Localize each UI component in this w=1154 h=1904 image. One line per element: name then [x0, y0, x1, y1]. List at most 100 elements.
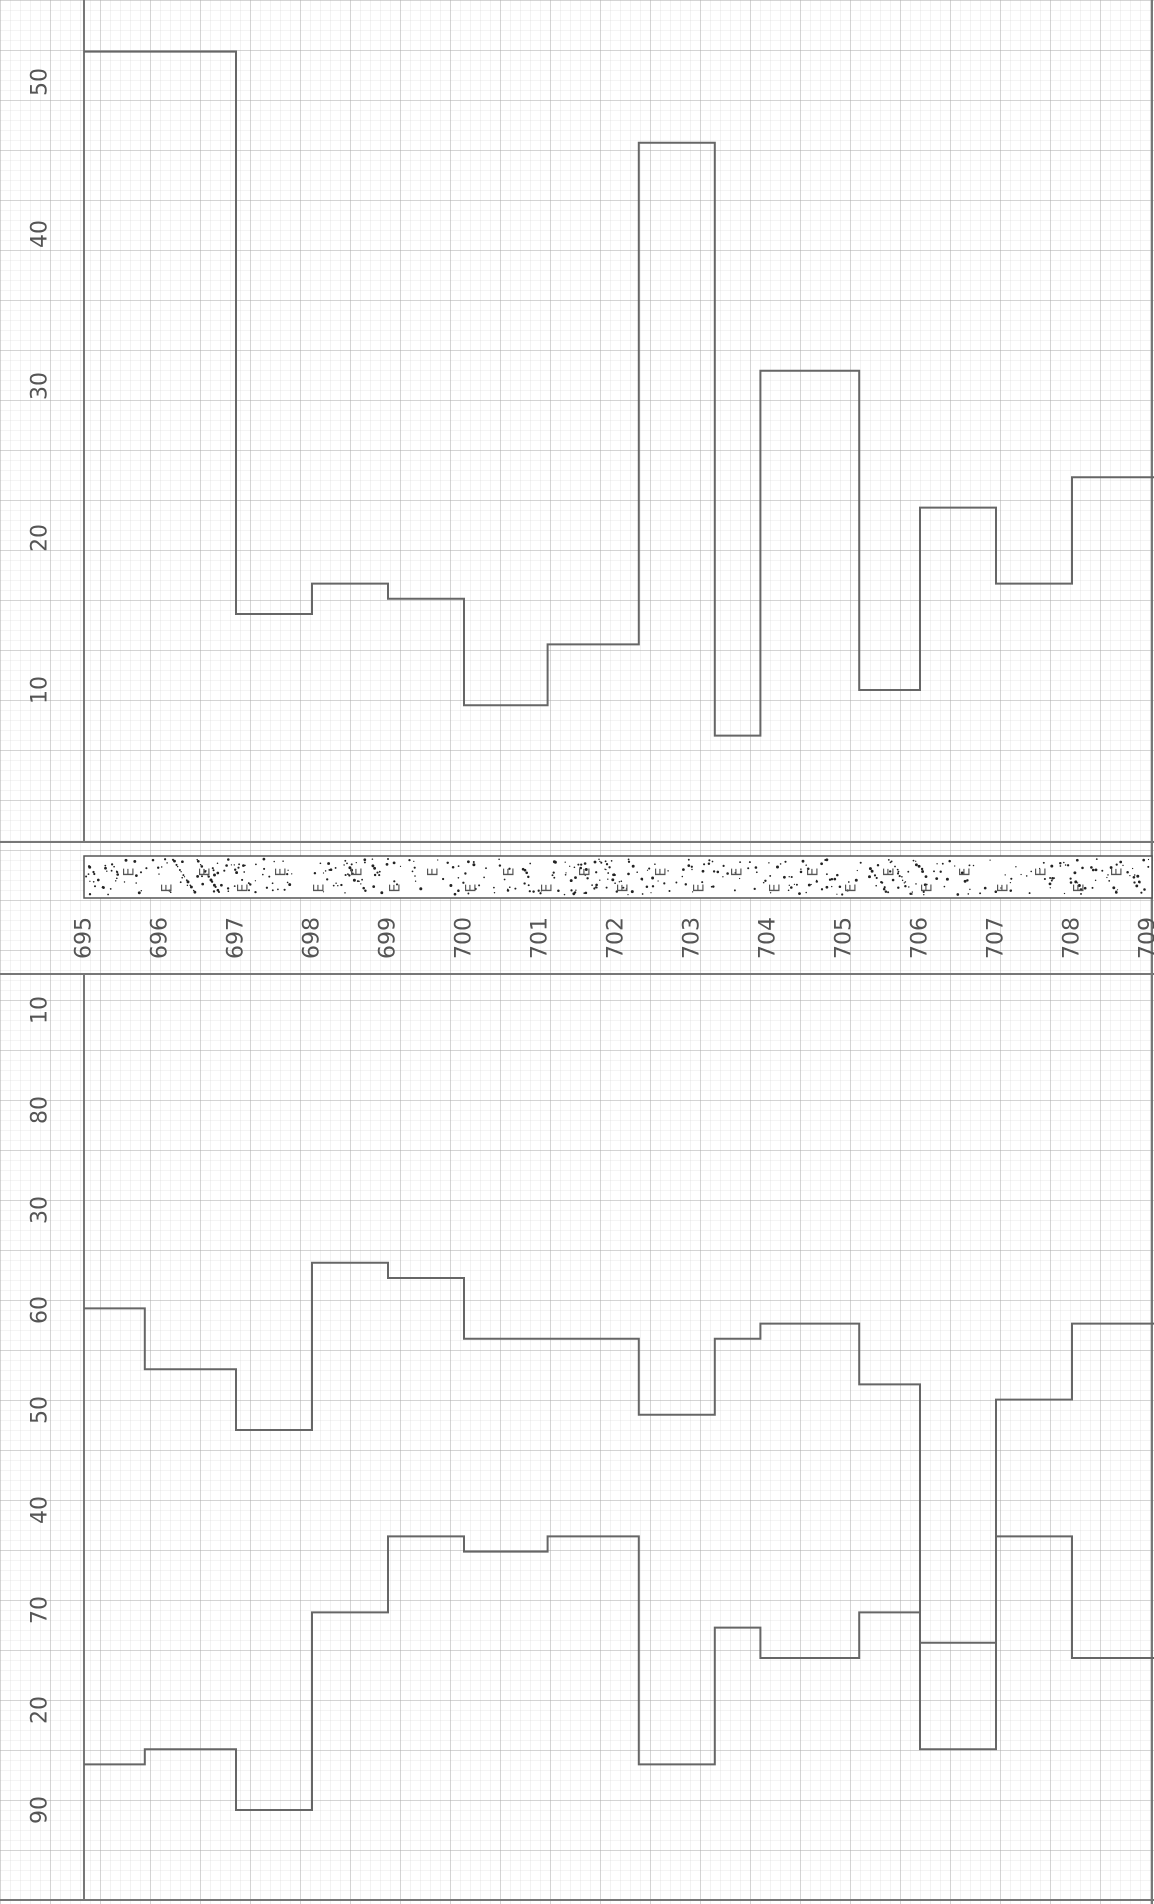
lithology-dot	[532, 890, 535, 893]
lithology-dot	[110, 863, 114, 866]
lithology-dot	[722, 864, 725, 867]
lithology-dot	[711, 860, 714, 863]
lithology-dot	[923, 883, 927, 887]
lithology-dot	[1095, 858, 1098, 860]
lithology-dot	[527, 875, 530, 879]
lithology-dot	[211, 867, 214, 870]
lithology-dot	[1091, 886, 1094, 889]
depth-tick-label: 697	[224, 917, 249, 959]
upper-x-tick-labels: 10 20 30 40 50	[28, 68, 53, 704]
lithology-dot	[935, 877, 939, 880]
lithology-dot	[346, 862, 348, 865]
lithology-dot	[595, 871, 598, 874]
lithology-dot	[687, 864, 691, 867]
lithology-dot	[943, 885, 946, 888]
lithology-dot	[227, 890, 230, 893]
lithology-dot	[795, 883, 798, 886]
lithology-dot	[238, 863, 241, 866]
lithology-dot	[344, 892, 346, 894]
lithology-dot	[166, 862, 168, 864]
lithology-dot	[243, 871, 246, 873]
lithology-dot	[907, 870, 910, 873]
lithology-dot	[681, 875, 684, 878]
lithology-dot	[413, 866, 416, 869]
lithology-dot	[884, 890, 888, 893]
lithology-dot	[636, 871, 638, 873]
depth-tick-label: 707	[984, 917, 1009, 959]
lithology-dot	[392, 861, 396, 865]
lithology-dot	[1136, 874, 1140, 878]
lithology-dot	[371, 864, 375, 868]
lithology-dot	[1101, 869, 1104, 872]
lithology-dot	[805, 891, 807, 894]
lithology-dot	[748, 861, 751, 864]
lithology-dot	[641, 879, 644, 881]
lithology-dot	[569, 879, 573, 883]
lithology-dot	[506, 889, 510, 892]
lithology-dot	[846, 889, 849, 892]
lithology-dot	[1107, 874, 1109, 876]
depth-tick-label: 701	[528, 917, 553, 959]
lithology-dot	[288, 883, 292, 887]
lithology-dot	[831, 885, 833, 888]
lithology-dot	[263, 867, 266, 870]
lower-x-tick-label: 40	[28, 1496, 53, 1524]
lower-x-tick-labels: 10 80 30 60 50 40 70 20 90	[28, 996, 53, 1824]
depth-tick-label: 703	[680, 917, 705, 959]
lithology-dot	[1049, 877, 1052, 879]
lithology-dot	[753, 887, 756, 891]
depth-tick-label: 695	[72, 917, 97, 959]
lithology-dot	[650, 892, 652, 894]
lithology-dot	[446, 861, 449, 865]
lithology-dot	[254, 880, 257, 882]
lithology-symbol: E	[350, 868, 366, 877]
lithology-dot	[395, 883, 399, 886]
lithology-dot	[528, 890, 531, 893]
lithology-dot	[960, 871, 964, 875]
lithology-dot	[104, 866, 107, 870]
lithology-dot	[193, 890, 197, 894]
lithology-dot	[356, 880, 359, 883]
lithology-dot	[1020, 873, 1022, 876]
lithology-dot	[230, 864, 232, 866]
lithology-dot	[151, 858, 155, 862]
lithology-dot	[904, 881, 907, 883]
lithology-dot	[169, 891, 172, 894]
lithology-dot	[769, 874, 772, 877]
lithology-dot	[824, 858, 827, 862]
lithology-dot	[337, 884, 339, 887]
lithology-dot	[457, 889, 460, 892]
lithology-dot	[708, 859, 711, 862]
lithology-symbol: E	[882, 868, 898, 877]
lithology-dot	[350, 868, 354, 872]
lithology-dot	[889, 861, 892, 864]
lithology-dot	[217, 890, 221, 894]
lithology-dot	[1069, 877, 1072, 880]
lithology-dot	[584, 891, 588, 895]
lithology-dot	[954, 865, 956, 867]
lithology-dot	[1147, 858, 1150, 861]
lithology-dot	[903, 882, 905, 884]
lithology-dot	[584, 868, 588, 871]
lithology-dot	[347, 873, 349, 875]
lithology-dot	[493, 892, 496, 894]
lithology-dot	[810, 883, 812, 886]
lithology-dot	[216, 871, 220, 875]
lithology-dot	[113, 865, 115, 868]
lithology-dot	[352, 878, 356, 882]
lithology-dot	[799, 870, 803, 874]
lithology-dot	[344, 873, 347, 877]
lithology-symbol: E	[1034, 868, 1050, 877]
lithology-dot	[182, 874, 185, 877]
lithology-dot	[226, 887, 230, 890]
lithology-dot	[88, 893, 92, 896]
lithology-dot	[776, 865, 779, 869]
lithology-dot	[908, 886, 910, 888]
lithology-dot	[945, 877, 949, 881]
lithology-dot	[663, 882, 666, 885]
lithology-dot	[234, 868, 237, 871]
lithology-dot	[815, 880, 819, 883]
lithology-dot	[691, 891, 694, 893]
lithology-dot	[565, 872, 567, 874]
lithology-dot	[847, 881, 850, 883]
